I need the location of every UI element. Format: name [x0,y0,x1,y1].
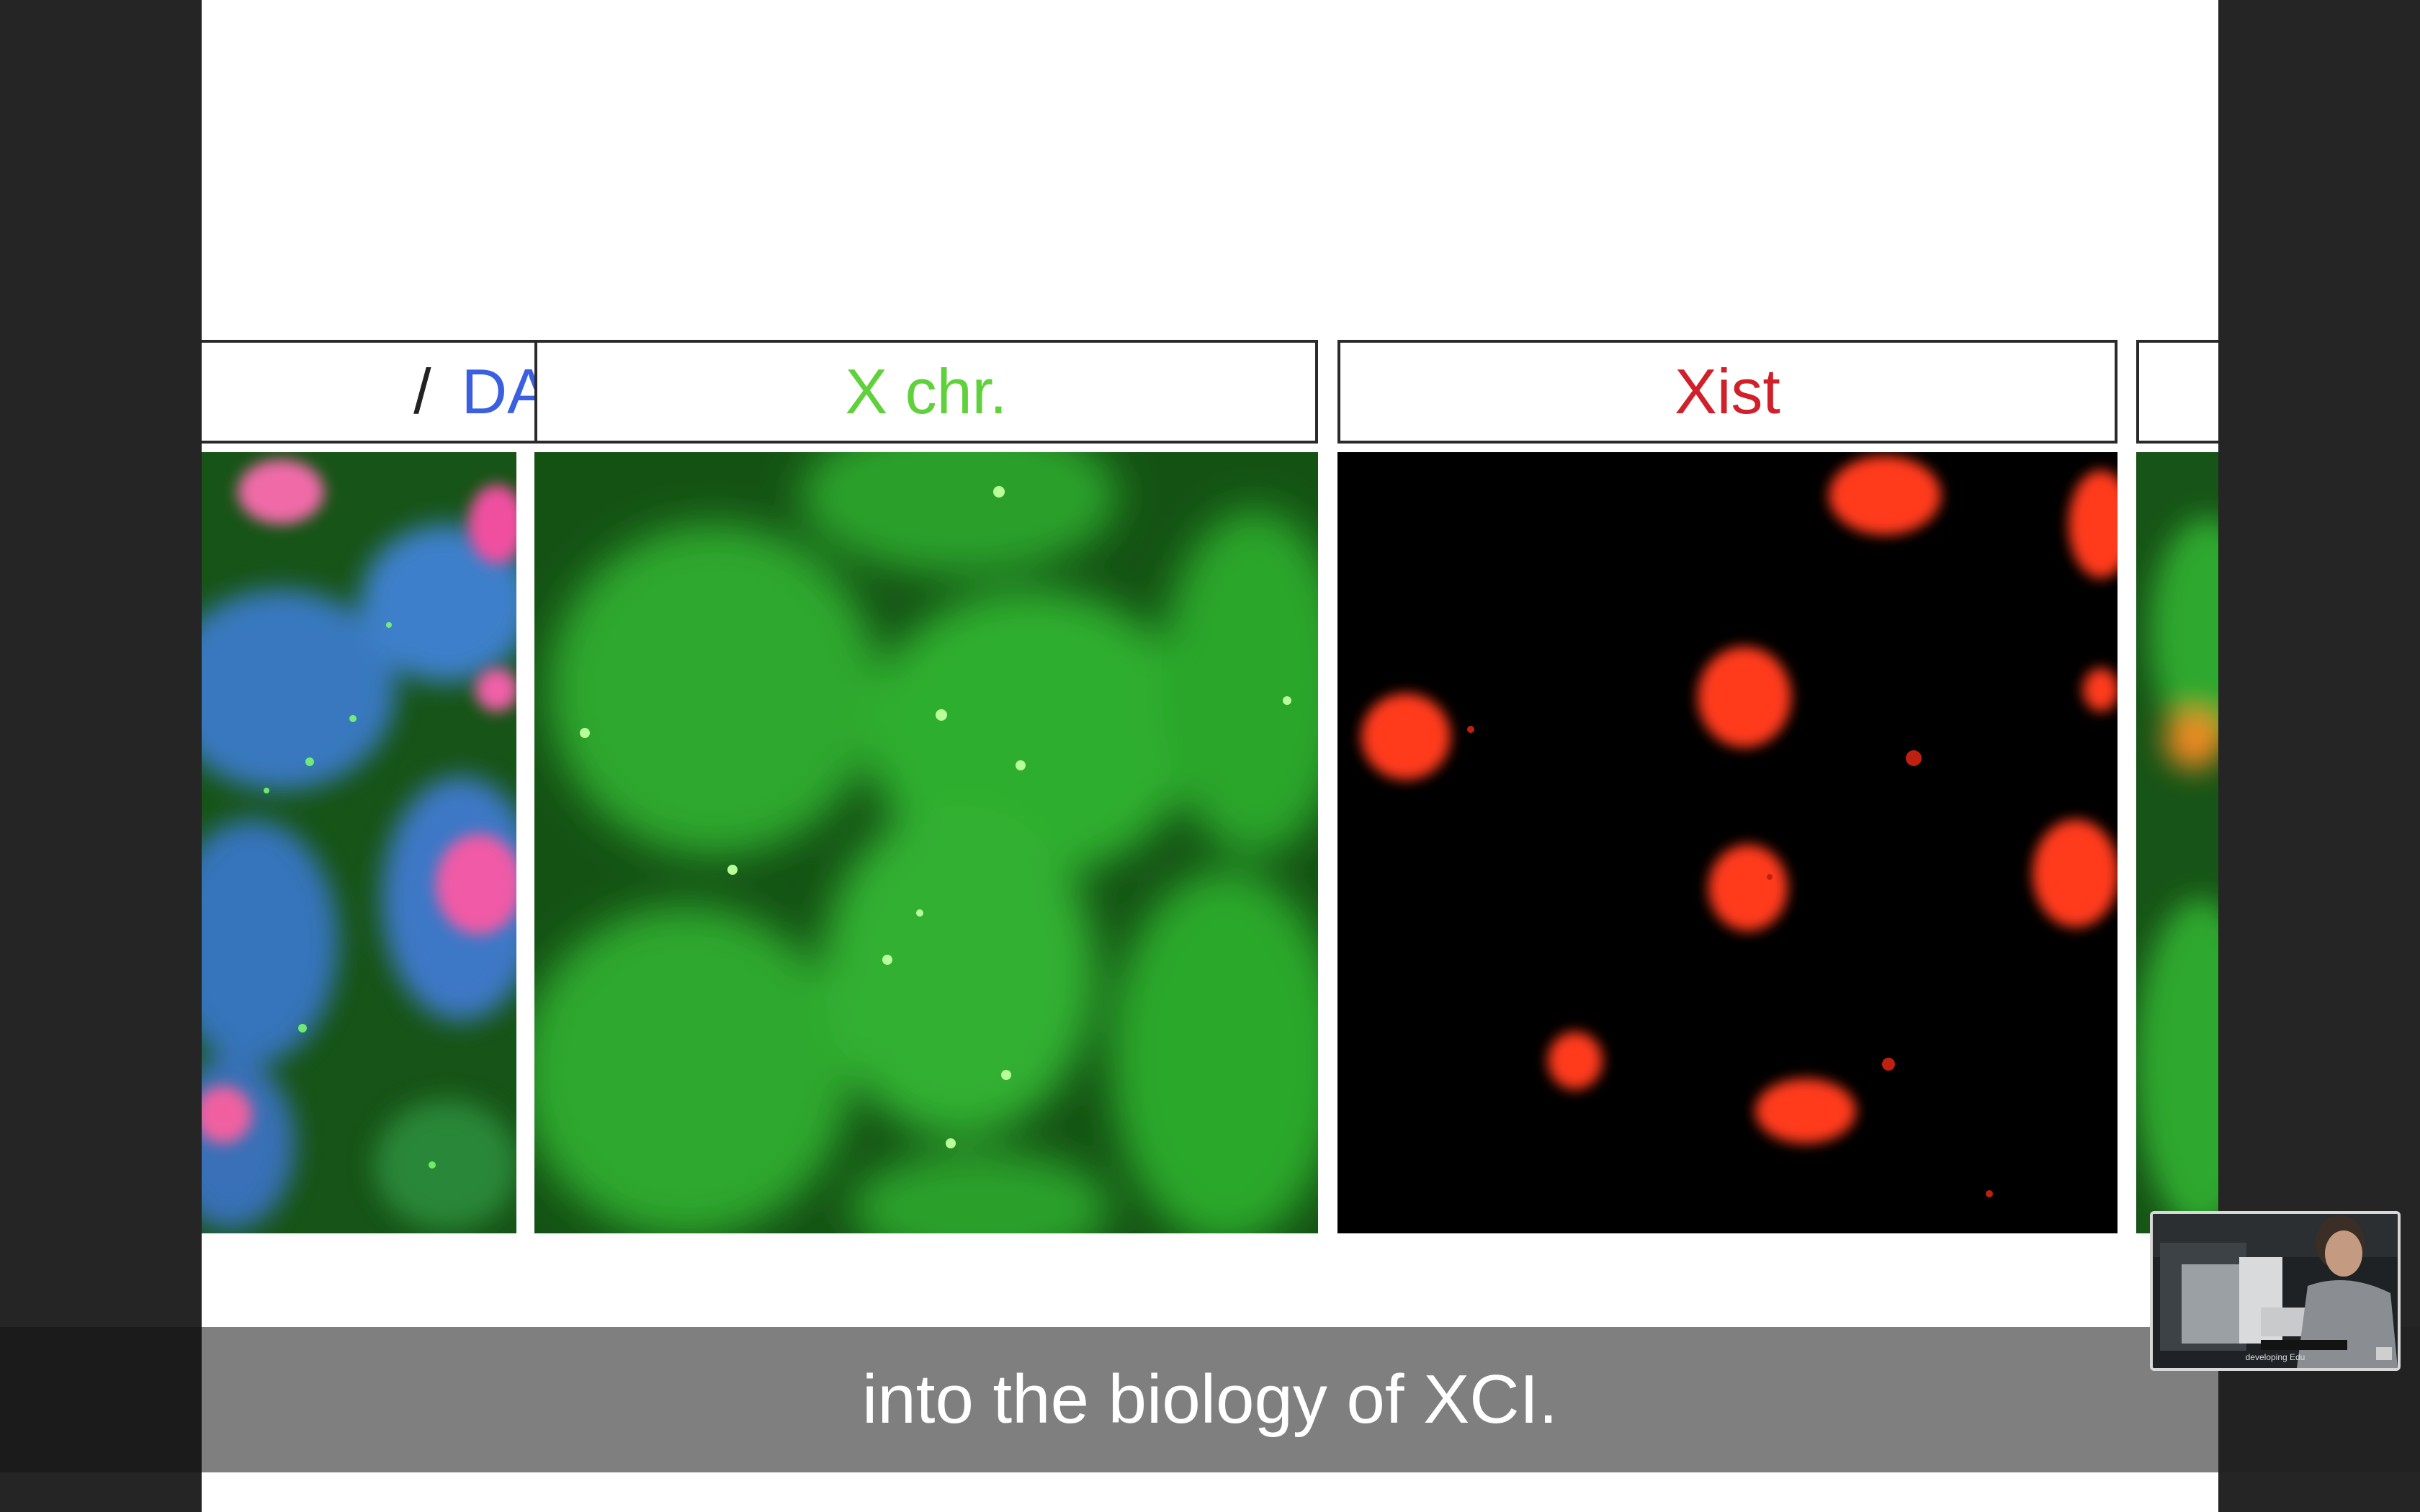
label-xchr-text: X chr. [845,356,1008,427]
fourth-image-graphic [2136,452,2218,1233]
presentation-slide: / DAPI X chr. Xist [202,0,2218,1512]
pip-caption: developing Edu [2245,1352,2305,1362]
merged-image-graphic [202,452,516,1233]
label-xist-text: Xist [1675,356,1780,427]
pip-video-thumbnail[interactable]: developing Edu [2150,1211,2401,1371]
popout-icon[interactable] [2376,1347,2392,1360]
panel-label-cutoff [2136,340,2218,444]
red-image-graphic [1337,452,2118,1233]
pip-video-frame [2153,1214,2398,1368]
panel-label-xist: Xist [1337,340,2118,444]
fourth-panel-partial [2136,452,2218,1233]
panel-label-xchr: X chr. [534,340,1318,444]
green-image-graphic [534,452,1318,1233]
caption-bar-background [202,1327,2218,1472]
subtitle-caption: into the biology of XCI. [862,1361,1558,1438]
label-slash: / [413,356,431,427]
caption-bar-left [0,1327,202,1472]
xist-red-image [1337,452,2118,1233]
xchr-green-image [534,452,1318,1233]
merged-microscopy-image [202,452,516,1233]
caption-bar [0,1327,2420,1472]
